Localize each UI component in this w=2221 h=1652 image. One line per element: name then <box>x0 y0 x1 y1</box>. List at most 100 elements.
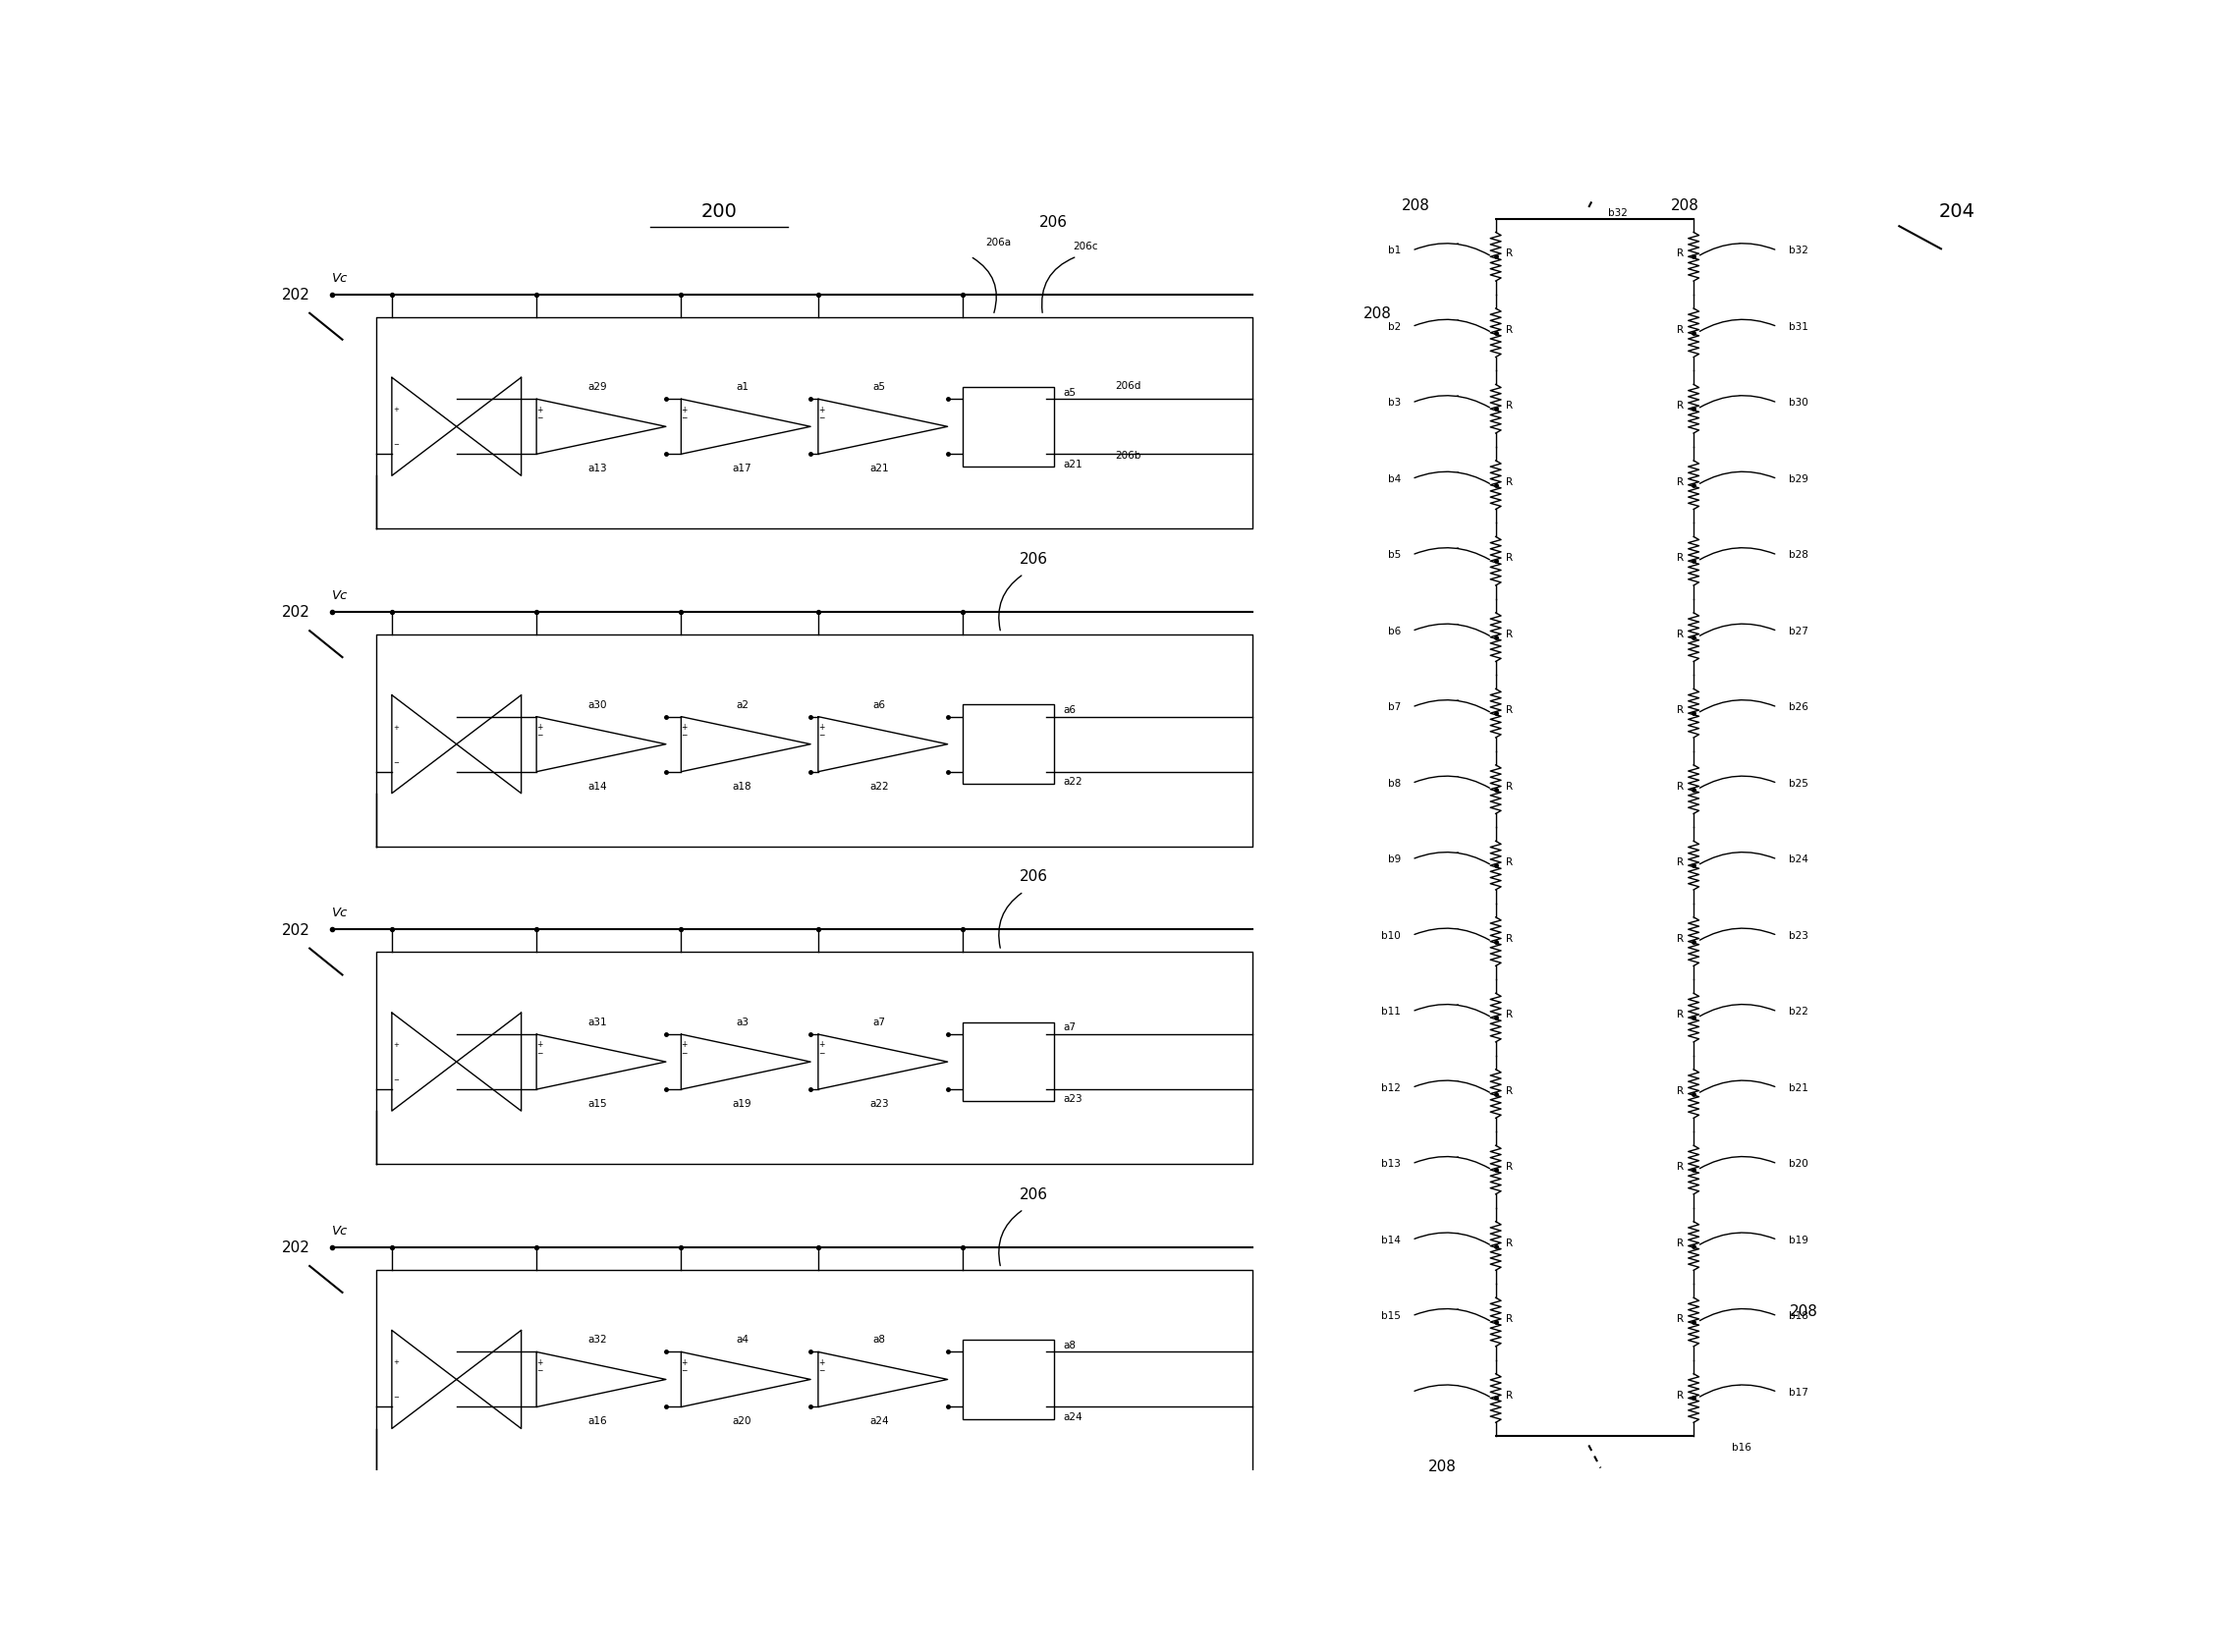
Text: a13: a13 <box>589 464 606 474</box>
Text: ..: .. <box>1455 542 1459 550</box>
Text: a21: a21 <box>868 464 888 474</box>
Text: b7: b7 <box>1388 702 1401 712</box>
Text: a8: a8 <box>873 1335 886 1345</box>
Text: 208: 208 <box>1364 306 1393 320</box>
Bar <box>962 1023 1055 1102</box>
Text: +: + <box>817 1039 824 1049</box>
Text: R: R <box>1677 1389 1684 1399</box>
Text: a32: a32 <box>589 1335 606 1345</box>
Text: b22: b22 <box>1788 1006 1808 1016</box>
Text: b6: b6 <box>1388 626 1401 636</box>
Text: R: R <box>1506 1237 1513 1247</box>
Text: ..: .. <box>1737 390 1741 398</box>
Text: R: R <box>1677 1237 1684 1247</box>
Text: +: + <box>393 1041 400 1047</box>
Text: a7: a7 <box>873 1018 886 1028</box>
Text: −: − <box>393 1394 400 1401</box>
Text: ..: .. <box>1737 542 1741 550</box>
Text: 206d: 206d <box>1115 380 1142 390</box>
Text: a31: a31 <box>589 1018 606 1028</box>
Text: R: R <box>1506 1161 1513 1171</box>
Text: −: − <box>537 730 542 740</box>
Text: 208: 208 <box>1790 1303 1819 1318</box>
Text: +: + <box>817 722 824 732</box>
Text: ..: .. <box>1455 466 1459 474</box>
Text: −: − <box>393 760 400 765</box>
Text: b2: b2 <box>1388 322 1401 332</box>
Text: b4: b4 <box>1388 474 1401 484</box>
Text: b16: b16 <box>1732 1442 1750 1452</box>
Text: R: R <box>1677 401 1684 411</box>
Text: ..: .. <box>1737 846 1741 854</box>
Text: ..: .. <box>1737 312 1741 322</box>
Text: b17: b17 <box>1788 1386 1808 1396</box>
Text: R: R <box>1677 629 1684 639</box>
Text: +: + <box>682 405 686 413</box>
Text: a19: a19 <box>733 1099 751 1108</box>
Text: +: + <box>682 1039 686 1049</box>
Text: a18: a18 <box>733 781 751 791</box>
Text: ..: .. <box>1455 1226 1459 1234</box>
Text: +: + <box>537 722 542 732</box>
Text: b15: b15 <box>1381 1310 1401 1320</box>
Text: b12: b12 <box>1381 1082 1401 1092</box>
Text: 206c: 206c <box>1073 241 1097 251</box>
Text: 202: 202 <box>282 1241 309 1254</box>
Text: ..: .. <box>1455 846 1459 854</box>
Text: R: R <box>1677 1085 1684 1095</box>
Text: R: R <box>1506 477 1513 487</box>
Text: ..: .. <box>1737 618 1741 626</box>
Text: R: R <box>1506 705 1513 715</box>
Text: R: R <box>1506 249 1513 259</box>
Text: Vc: Vc <box>333 1224 349 1237</box>
Text: R: R <box>1506 1009 1513 1019</box>
Text: a14: a14 <box>589 781 606 791</box>
Bar <box>962 705 1055 785</box>
Text: 208: 208 <box>1401 198 1430 213</box>
Text: R: R <box>1506 1389 1513 1399</box>
Text: a24: a24 <box>1064 1411 1082 1421</box>
Text: −: − <box>393 1077 400 1082</box>
Text: b19: b19 <box>1788 1234 1808 1244</box>
Text: 202: 202 <box>282 287 309 302</box>
Text: R: R <box>1506 857 1513 867</box>
Text: a1: a1 <box>735 382 748 392</box>
Text: R: R <box>1506 629 1513 639</box>
Text: −: − <box>537 1366 542 1374</box>
Text: R: R <box>1677 933 1684 943</box>
Text: b14: b14 <box>1381 1234 1401 1244</box>
Text: −: − <box>682 413 686 421</box>
Text: R: R <box>1506 553 1513 563</box>
Text: 206: 206 <box>1019 552 1048 567</box>
Text: R: R <box>1677 1161 1684 1171</box>
Text: a16: a16 <box>589 1416 606 1426</box>
Text: b23: b23 <box>1788 930 1808 940</box>
Text: ..: .. <box>1737 694 1741 702</box>
Text: R: R <box>1677 857 1684 867</box>
Text: Vc: Vc <box>333 590 349 601</box>
Text: +: + <box>537 1039 542 1049</box>
Text: b18: b18 <box>1788 1310 1808 1320</box>
Text: ..: .. <box>1737 770 1741 778</box>
Text: a8: a8 <box>1064 1340 1075 1350</box>
Text: ..: .. <box>1455 694 1459 702</box>
Text: a3: a3 <box>735 1018 748 1028</box>
Text: −: − <box>817 1366 824 1374</box>
Text: ..: .. <box>1737 236 1741 246</box>
Text: Vc: Vc <box>333 271 349 284</box>
Text: R: R <box>1506 1085 1513 1095</box>
Text: ..: .. <box>1455 236 1459 246</box>
Text: R: R <box>1506 325 1513 335</box>
Text: b25: b25 <box>1788 778 1808 788</box>
Text: +: + <box>393 406 400 413</box>
Text: 200: 200 <box>702 203 737 221</box>
Text: R: R <box>1677 705 1684 715</box>
Text: ..: .. <box>1455 922 1459 930</box>
Text: b9: b9 <box>1388 854 1401 864</box>
Text: −: − <box>537 1047 542 1057</box>
Text: −: − <box>817 730 824 740</box>
Text: ..: .. <box>1455 312 1459 322</box>
Text: ..: .. <box>1455 1378 1459 1386</box>
Text: Vc: Vc <box>333 907 349 919</box>
Text: +: + <box>817 405 824 413</box>
